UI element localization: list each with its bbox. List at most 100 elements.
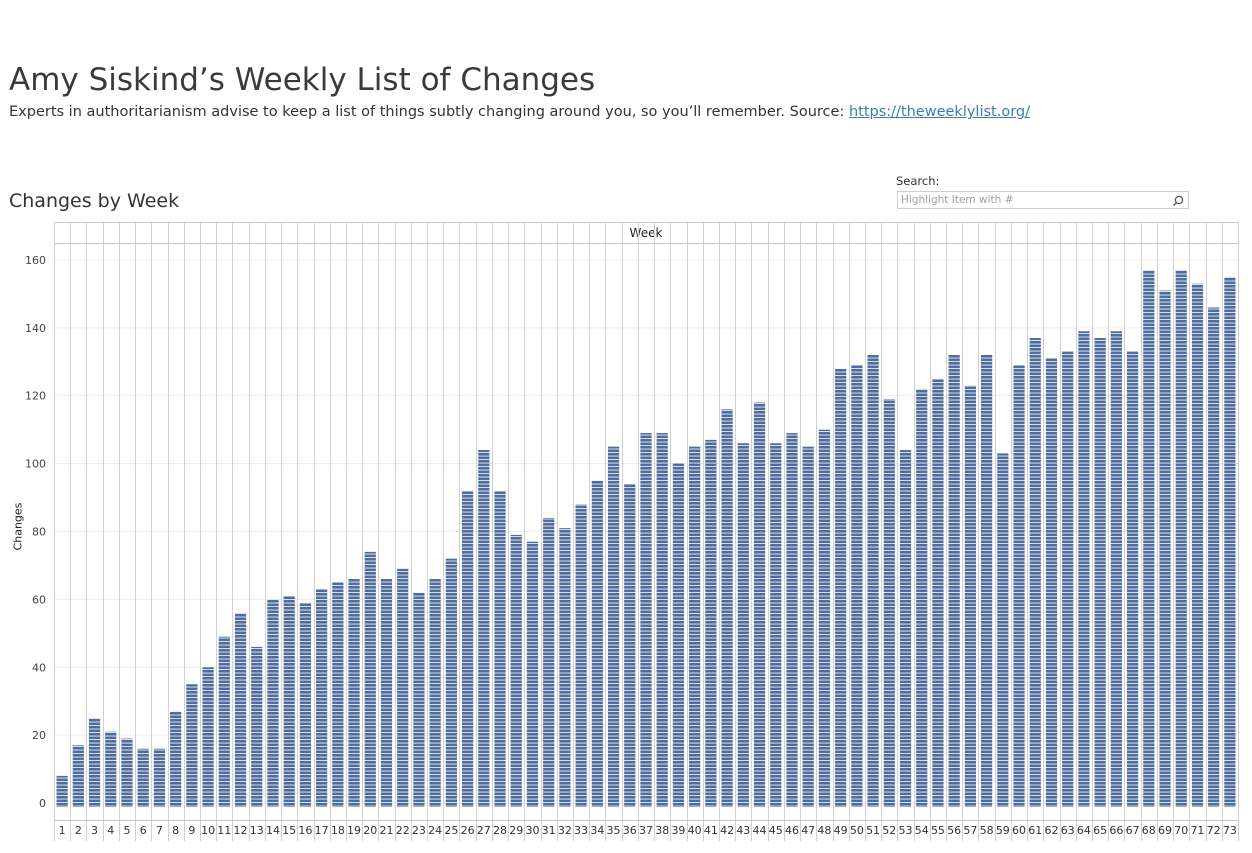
bar (56, 775, 68, 808)
x-tick-label: 3 (91, 824, 98, 837)
x-tick-label: 68 (1142, 824, 1156, 837)
bar (802, 446, 814, 808)
y-tick-label: 160 (25, 254, 46, 267)
x-tick-label: 44 (753, 824, 767, 837)
bar (1175, 270, 1187, 808)
y-tick-label: 0 (39, 797, 46, 810)
x-tick-label: 39 (671, 824, 685, 837)
x-tick-label: 10 (201, 824, 215, 837)
bar (316, 589, 328, 808)
bar (348, 579, 360, 808)
x-tick-label: 69 (1158, 824, 1172, 837)
x-tick-label: 4 (107, 824, 114, 837)
bar (1045, 358, 1058, 808)
bar (559, 528, 571, 808)
x-tick-label: 42 (720, 824, 734, 837)
x-tick-label: 34 (590, 824, 604, 837)
x-tick-label: 50 (850, 824, 864, 837)
bar (445, 558, 457, 808)
bar (283, 595, 295, 808)
x-tick-label: 20 (363, 824, 377, 837)
x-tick-label: 2 (75, 824, 82, 837)
bar (672, 463, 685, 808)
bar (186, 684, 198, 808)
bar (1029, 338, 1041, 808)
bar (753, 402, 766, 808)
x-tick-label: 54 (915, 824, 929, 837)
x-tick-label: 19 (347, 824, 361, 837)
bar (1013, 365, 1025, 808)
search-box[interactable] (897, 191, 1189, 209)
x-tick-label: 8 (172, 824, 179, 837)
x-tick-label: 72 (1207, 824, 1221, 837)
x-tick-label: 73 (1223, 824, 1237, 837)
bar (835, 368, 847, 808)
bar (267, 599, 279, 808)
bar (948, 355, 960, 808)
x-tick-label: 43 (736, 824, 750, 837)
bar (980, 355, 993, 808)
bar (656, 433, 668, 808)
bar (137, 748, 149, 808)
bar (397, 568, 409, 808)
bar (1094, 338, 1106, 808)
x-tick-label: 7 (156, 824, 163, 837)
bar (818, 429, 831, 808)
bar (121, 738, 133, 808)
x-tick-label: 40 (688, 824, 702, 837)
x-tick-label: 9 (188, 824, 195, 837)
x-tick-label: 29 (509, 824, 523, 837)
chart-title: Changes by Week (9, 190, 180, 212)
source-link[interactable]: https://theweeklylist.org/ (848, 104, 1031, 120)
bar (478, 450, 490, 808)
bar (867, 355, 879, 808)
x-tick-label: 22 (396, 824, 410, 837)
x-tick-label: 55 (931, 824, 945, 837)
x-tick-label: 49 (834, 824, 848, 837)
bar (899, 450, 912, 808)
bar (251, 646, 263, 808)
x-tick-label: 70 (1174, 824, 1188, 837)
bar (380, 579, 393, 808)
x-tick-label: 18 (331, 824, 345, 837)
bar (997, 453, 1009, 808)
x-tick-label: 11 (217, 824, 231, 837)
x-tick-label: 21 (379, 824, 393, 837)
x-tick-label: 71 (1190, 824, 1204, 837)
bar (88, 718, 101, 808)
x-tick-label: 41 (704, 824, 718, 837)
y-tick-label: 60 (32, 593, 46, 606)
search-icon[interactable] (1171, 194, 1185, 208)
x-tick-label: 25 (444, 824, 458, 837)
bar (786, 433, 798, 808)
x-tick-label: 46 (785, 824, 799, 837)
x-tick-label: 67 (1126, 824, 1140, 837)
x-tick-label: 53 (899, 824, 913, 837)
bar (591, 480, 603, 808)
bar (624, 483, 636, 808)
x-tick-label: 63 (1061, 824, 1075, 837)
x-tick-label: 62 (1044, 824, 1058, 837)
x-tick-label: 28 (493, 824, 507, 837)
page-title: Amy Siskind’s Weekly List of Changes (9, 62, 596, 98)
x-tick-label: 52 (882, 824, 896, 837)
search-input[interactable] (901, 193, 1166, 207)
x-tick-label: 37 (639, 824, 653, 837)
x-tick-label: 64 (1077, 824, 1091, 837)
x-tick-label: 30 (525, 824, 539, 837)
bar (332, 582, 344, 808)
bar (234, 612, 247, 808)
bar (575, 504, 587, 808)
x-tick-label: 60 (1012, 824, 1026, 837)
bar (1224, 276, 1236, 808)
bar (607, 446, 620, 808)
x-tick-label: 56 (947, 824, 961, 837)
y-tick-label: 80 (32, 526, 46, 539)
x-tick-label: 38 (655, 824, 669, 837)
y-tick-label: 100 (25, 458, 46, 471)
page-subtitle: Experts in authoritarianism advise to ke… (9, 104, 1030, 120)
x-tick-label: 47 (801, 824, 815, 837)
column-header-week: Week (630, 226, 663, 240)
bar (413, 592, 425, 808)
bar (1110, 331, 1122, 808)
